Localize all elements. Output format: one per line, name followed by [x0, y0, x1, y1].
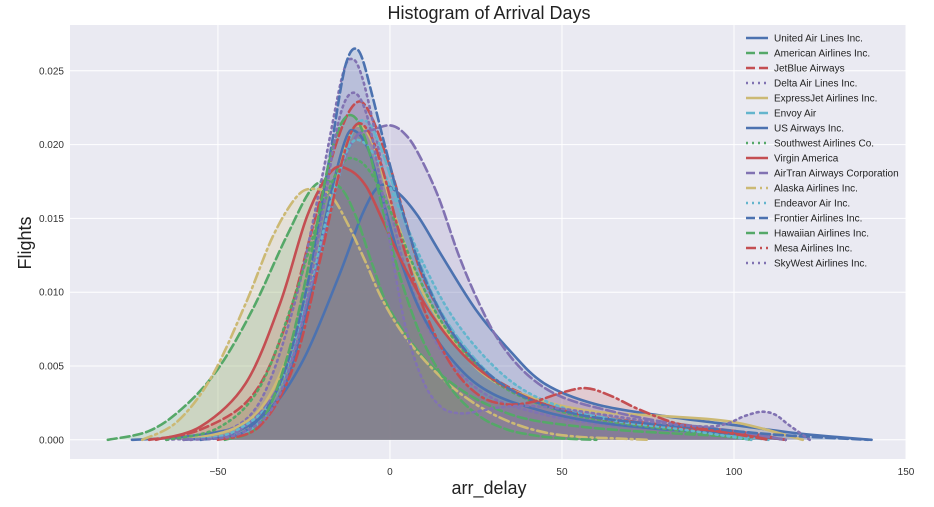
density-area: [131, 184, 872, 440]
density-line: [140, 187, 650, 442]
x-tick-label: 50: [556, 467, 568, 478]
legend-entry: Virgin America: [774, 154, 839, 165]
legend-entry: United Air Lines Inc.: [774, 34, 863, 45]
density-line: [216, 122, 770, 442]
density-line: [182, 128, 787, 442]
x-tick-label: −50: [209, 467, 226, 478]
density-area: [224, 115, 597, 440]
x-axis-label: arr_delay: [451, 478, 526, 499]
y-tick-label: 0.015: [39, 214, 64, 225]
x-axis-ticks: −50 0 50 100 150: [209, 467, 914, 478]
chart-title: Histogram of Arrival Days: [387, 3, 590, 23]
y-tick-label: 0.000: [39, 435, 64, 446]
legend-entry: Frontier Airlines Inc.: [774, 214, 862, 225]
density-line: [106, 179, 753, 442]
density-line: [182, 124, 787, 442]
density-line: [189, 91, 811, 442]
legend-entry: Endeavor Air Inc.: [774, 199, 850, 210]
legend-entry: American Airlines Inc.: [774, 49, 870, 60]
density-area: [166, 58, 786, 440]
y-tick-label: 0.010: [39, 288, 64, 299]
legend-entry: Southwest Airlines Co.: [774, 139, 874, 150]
legend-entry: Envoy Air: [774, 109, 817, 120]
density-area: [107, 180, 752, 440]
density-area: [149, 101, 786, 440]
density-area: [190, 92, 810, 440]
y-tick-label: 0.020: [39, 140, 64, 151]
legend-entry: Hawaiian Airlines Inc.: [774, 229, 869, 240]
x-tick-label: 100: [726, 467, 743, 478]
x-tick-label: 0: [387, 467, 393, 478]
density-area: [183, 129, 786, 440]
legend-entry: US Airways Inc.: [774, 124, 844, 135]
legend-entry: ExpressJet Airlines Inc.: [774, 94, 877, 105]
legend-entry: Mesa Airlines Inc.: [774, 244, 852, 255]
legend-entry: Alaska Airlines Inc.: [774, 184, 858, 195]
density-area: [217, 123, 769, 440]
legend-entry: Delta Air Lines Inc.: [774, 79, 857, 90]
density-lines: [106, 47, 873, 442]
density-area: [142, 188, 648, 440]
y-tick-label: 0.005: [39, 362, 64, 373]
y-axis-ticks: 0.000 0.005 0.010 0.015 0.020 0.025: [39, 66, 64, 446]
legend-entry: AirTran Airways Corporation: [774, 169, 899, 180]
density-area: [183, 125, 786, 440]
density-area: [156, 166, 786, 440]
grid: [70, 25, 907, 459]
density-line: [199, 47, 870, 442]
x-tick-label: 150: [898, 467, 915, 478]
y-tick-label: 0.025: [39, 66, 64, 77]
legend: United Air Lines Inc. American Airlines I…: [746, 34, 899, 270]
y-axis-label: Flights: [15, 216, 35, 269]
legend-entry: JetBlue Airways: [774, 64, 845, 75]
density-area: [166, 158, 752, 440]
legend-entry: SkyWest Airlines Inc.: [774, 259, 867, 270]
density-line: [223, 113, 598, 442]
density-area: [200, 120, 769, 440]
